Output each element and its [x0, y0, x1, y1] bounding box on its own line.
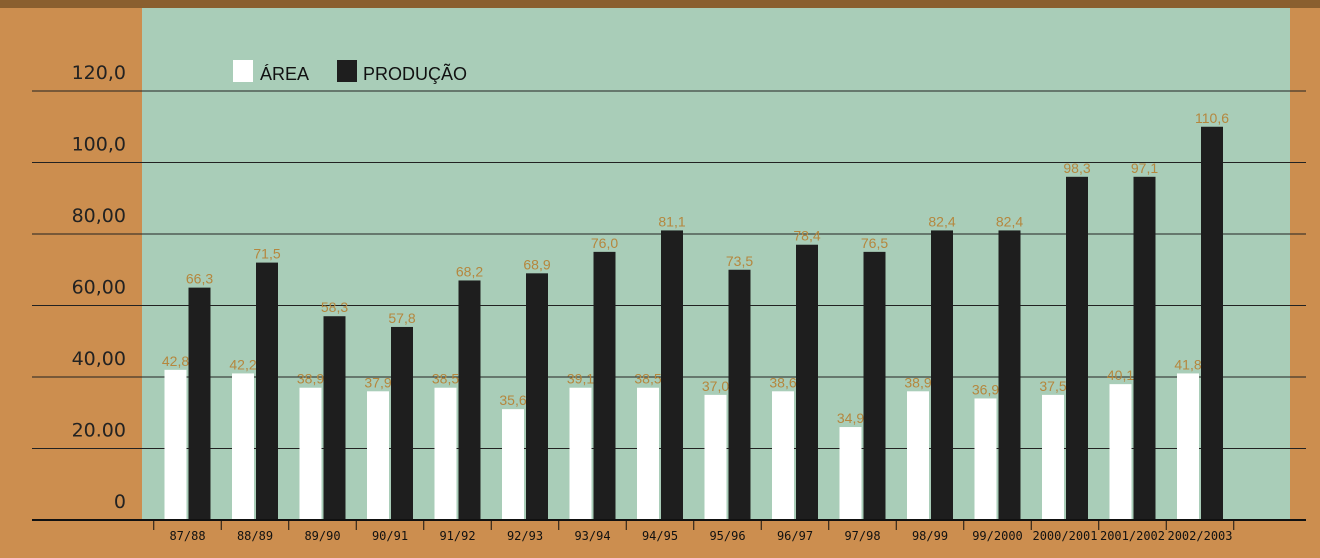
value-label-area-7: 38,5: [634, 371, 661, 387]
bar-producao-4: [458, 280, 481, 520]
bar-producao-6: [593, 251, 616, 520]
bar-producao-12: [998, 230, 1021, 521]
value-label-producao-9: 78,4: [793, 228, 820, 244]
value-label-area-8: 37,0: [702, 378, 729, 394]
bar-area-1: [232, 373, 254, 520]
x-tick-label-12: 99/2000: [972, 529, 1023, 543]
x-tick-label-8: 95/96: [709, 529, 745, 543]
top-strip: [0, 0, 1320, 8]
value-label-producao-2: 58,3: [321, 299, 348, 315]
legend-label-area: ÁREA: [260, 64, 309, 84]
x-tick-label-10: 97/98: [844, 529, 880, 543]
value-label-area-10: 34,9: [837, 410, 864, 426]
value-label-producao-12: 82,4: [996, 213, 1023, 229]
legend-swatch-area: [233, 60, 253, 82]
bar-producao-10: [863, 251, 886, 520]
x-tick-label-11: 98/99: [912, 529, 948, 543]
y-tick-label-4: 80,00: [72, 205, 126, 227]
bar-area-3: [367, 391, 389, 520]
bar-area-0: [164, 369, 187, 520]
bar-area-12: [974, 398, 997, 520]
x-tick-label-7: 94/95: [642, 529, 678, 543]
y-axis-tick-labels: 0 20.00 40,00 60,00 80,00 100,0 120,0: [72, 62, 126, 513]
bar-area-2: [299, 387, 322, 520]
bar-area-10: [839, 427, 862, 520]
value-label-producao-10: 76,5: [861, 235, 888, 251]
bar-producao-3: [391, 326, 413, 520]
bar-producao-13: [1066, 176, 1088, 521]
bar-producao-14: [1133, 176, 1156, 521]
value-label-producao-15: 110,6: [1195, 110, 1229, 126]
x-tick-label-5: 92/93: [507, 529, 543, 543]
value-label-area-0: 42,8: [162, 353, 189, 369]
value-label-area-2: 38,9: [297, 371, 324, 387]
bar-area-9: [772, 391, 794, 520]
x-tick-label-2: 89/90: [304, 529, 340, 543]
bar-producao-2: [323, 316, 346, 520]
bar-producao-0: [188, 287, 211, 520]
legend: ÁREA PRODUÇÃO: [233, 60, 467, 84]
value-label-area-4: 38,5: [432, 371, 459, 387]
bar-area-14: [1109, 384, 1132, 520]
value-label-area-13: 37,5: [1039, 378, 1066, 394]
value-label-producao-6: 76,0: [591, 235, 618, 251]
value-label-area-15: 41,8: [1174, 356, 1201, 372]
bar-producao-8: [728, 269, 751, 520]
y-tick-label-1: 20.00: [72, 420, 126, 442]
bar-producao-5: [526, 273, 548, 520]
value-label-producao-7: 81,1: [658, 213, 685, 229]
value-label-producao-14: 97,1: [1131, 160, 1158, 176]
bar-area-15: [1177, 373, 1199, 520]
value-label-producao-13: 98,3: [1063, 160, 1090, 176]
x-tick-label-4: 91/92: [439, 529, 475, 543]
value-label-area-14: 40,1: [1107, 367, 1134, 383]
bar-producao-11: [931, 230, 953, 521]
value-label-producao-4: 68,2: [456, 263, 483, 279]
bar-area-7: [637, 387, 659, 520]
legend-label-producao: PRODUÇÃO: [363, 63, 467, 84]
bar-producao-15: [1201, 126, 1223, 520]
x-tick-label-14: 2001/2002: [1100, 529, 1165, 543]
x-tick-label-13: 2000/2001: [1032, 529, 1097, 543]
bar-area-6: [569, 387, 592, 520]
bar-area-13: [1042, 394, 1064, 520]
value-label-area-11: 38,9: [904, 374, 931, 390]
x-tick-label-9: 96/97: [777, 529, 813, 543]
value-label-area-9: 38,6: [769, 374, 796, 390]
bar-area-11: [907, 391, 929, 520]
x-tick-label-3: 90/91: [372, 529, 408, 543]
value-label-producao-0: 66,3: [186, 271, 213, 287]
value-label-producao-8: 73,5: [726, 253, 753, 269]
x-tick-label-6: 93/94: [574, 529, 610, 543]
x-tick-label-0: 87/88: [169, 529, 205, 543]
bar-producao-1: [256, 262, 278, 520]
value-label-producao-3: 57,8: [388, 310, 415, 326]
legend-swatch-producao: [337, 60, 357, 82]
y-tick-label-3: 60,00: [72, 277, 126, 299]
value-label-area-1: 42,2: [229, 356, 256, 372]
value-label-area-6: 39,1: [567, 371, 594, 387]
value-label-producao-1: 71,5: [253, 246, 280, 262]
value-labels: 42,8 66,3 42,2 71,5 38,9 58,3 37,9 57,8 38,5 68,2…: [162, 110, 1229, 426]
bars: [164, 126, 1223, 521]
x-axis: 87/88 88/89 89/90 90/91 91/92 92/93 93/94 94/95…: [32, 519, 1306, 543]
value-label-area-5: 35,6: [499, 392, 526, 408]
bar-producao-9: [796, 244, 818, 520]
bar-area-4: [434, 387, 457, 520]
y-tick-label-2: 40,00: [72, 348, 126, 370]
bar-area-5: [502, 409, 524, 520]
y-tick-label-6: 120,0: [72, 62, 126, 84]
bar-area-8: [704, 394, 727, 520]
y-tick-label-0: 0: [114, 491, 126, 513]
value-label-area-12: 36,9: [972, 381, 999, 397]
value-label-producao-5: 68,9: [523, 256, 550, 272]
value-label-area-3: 37,9: [364, 374, 391, 390]
x-tick-label-15: 2002/2003: [1167, 529, 1232, 543]
y-tick-label-5: 100,0: [72, 134, 126, 156]
value-label-producao-11: 82,4: [928, 213, 955, 229]
bar-producao-7: [661, 230, 683, 521]
x-tick-label-1: 88/89: [237, 529, 273, 543]
